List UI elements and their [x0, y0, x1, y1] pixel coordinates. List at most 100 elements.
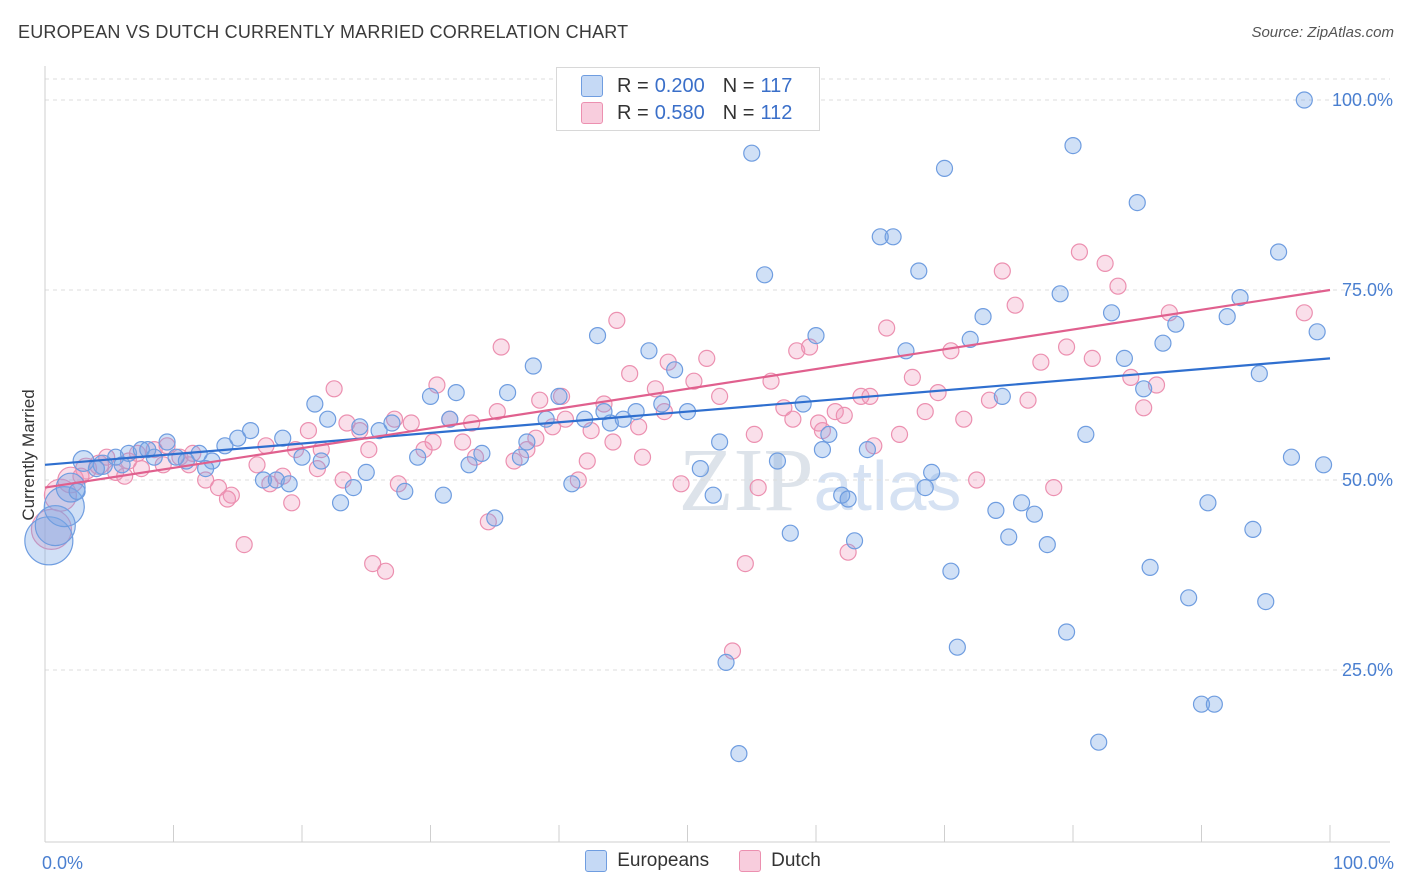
- dutch-point: [325, 380, 343, 398]
- european-point: [614, 410, 632, 428]
- dutch-point: [835, 406, 853, 424]
- dutch-point: [993, 262, 1011, 280]
- tick-labels: 25.0% 50.0% 75.0% 100.0% 0.0% 100.0%: [42, 90, 1394, 873]
- european-point: [1244, 520, 1262, 539]
- europeans-label: Europeans: [617, 850, 710, 871]
- european-point: [383, 414, 401, 432]
- dutch-label: Dutch: [771, 850, 821, 871]
- european-point: [1051, 285, 1069, 303]
- dutch-point: [711, 387, 729, 405]
- european-point: [242, 422, 260, 440]
- dutch-point: [454, 433, 472, 451]
- european-point: [730, 744, 748, 763]
- european-point: [1115, 349, 1134, 367]
- dutch-point: [1109, 277, 1127, 295]
- dutch-point: [488, 403, 506, 421]
- european-point: [1192, 695, 1211, 713]
- y-tick-label: 100.0%: [1332, 90, 1393, 110]
- european-point: [1077, 425, 1095, 443]
- european-point: [1250, 365, 1268, 383]
- european-point: [293, 448, 311, 466]
- dutch-point: [98, 448, 116, 466]
- european-point: [807, 327, 825, 345]
- series-legend-europeans[interactable]: Europeans: [585, 850, 709, 872]
- european-point: [1308, 323, 1326, 341]
- european-point: [1128, 194, 1146, 212]
- series-legend: Europeans Dutch: [0, 850, 1406, 872]
- european-point: [1167, 315, 1185, 333]
- dutch-point: [878, 319, 896, 337]
- european-point: [34, 504, 76, 547]
- dutch-point: [1019, 391, 1037, 409]
- european-point: [1269, 243, 1288, 261]
- dutch-point: [1295, 304, 1313, 322]
- legend-swatch-europeans: [581, 75, 603, 97]
- european-point: [312, 452, 330, 470]
- dutch-point: [556, 410, 575, 428]
- dutch-point: [235, 535, 253, 554]
- dutch-point: [402, 414, 420, 432]
- source-label: Source: ZipAtlas.com: [1251, 24, 1394, 41]
- european-point: [563, 475, 581, 493]
- dutch-point: [604, 433, 622, 451]
- correlation-legend: R = 0.200 N = 117 R = 0.580 N = 112: [556, 67, 820, 131]
- european-point: [229, 429, 247, 447]
- dutch-point: [299, 422, 318, 440]
- european-point: [68, 482, 86, 500]
- dutch-point: [809, 414, 828, 432]
- european-point: [768, 452, 787, 470]
- european-point: [524, 357, 542, 375]
- european-point: [139, 441, 157, 459]
- european-point: [43, 486, 85, 528]
- european-point: [1314, 456, 1333, 474]
- y-tick-label: 25.0%: [1342, 660, 1393, 680]
- dutch-point: [955, 410, 973, 428]
- european-point: [820, 425, 838, 443]
- european-point: [845, 532, 864, 550]
- dutch-point: [672, 475, 690, 493]
- trendlines: [44, 288, 1331, 489]
- dutch-point: [527, 429, 545, 447]
- european-point: [987, 501, 1005, 519]
- dutch-point: [1135, 399, 1153, 417]
- european-point: [653, 395, 671, 413]
- legend-n-label: N =: [722, 101, 755, 124]
- dutch-point: [248, 456, 266, 474]
- european-point: [254, 471, 273, 489]
- european-point: [755, 266, 774, 284]
- european-point: [704, 486, 722, 504]
- dutch-point: [1045, 479, 1063, 497]
- european-point: [1231, 289, 1249, 307]
- european-point: [473, 444, 491, 462]
- european-point: [1135, 380, 1153, 398]
- dutch-point: [890, 425, 909, 443]
- european-point: [916, 479, 934, 497]
- european-point: [357, 463, 375, 481]
- dutch-point: [1096, 254, 1114, 272]
- dutch-point: [621, 365, 639, 383]
- european-point: [24, 516, 74, 566]
- european-point: [486, 509, 504, 527]
- dutch-point: [1070, 243, 1089, 261]
- european-point: [113, 456, 131, 474]
- dutch-point: [630, 418, 648, 436]
- series-legend-dutch[interactable]: Dutch: [739, 850, 821, 872]
- legend-n-value: 112: [760, 101, 793, 124]
- european-point: [434, 486, 452, 504]
- european-point: [858, 441, 877, 459]
- european-point: [1295, 91, 1313, 109]
- european-point: [447, 384, 465, 402]
- y-tick-label: 50.0%: [1342, 470, 1393, 490]
- dutch-point: [903, 368, 921, 386]
- european-point: [781, 524, 799, 542]
- european-point: [1102, 304, 1121, 322]
- dutch-point: [1006, 296, 1024, 314]
- dutch-point: [531, 391, 549, 409]
- dutch-point: [1083, 349, 1101, 367]
- dutch-point: [698, 349, 716, 367]
- dutch-point: [916, 403, 934, 421]
- european-point: [158, 433, 176, 451]
- european-point: [1257, 592, 1275, 611]
- legend-row-europeans: R = 0.200 N = 117: [581, 73, 792, 99]
- dutch-swatch: [739, 850, 762, 872]
